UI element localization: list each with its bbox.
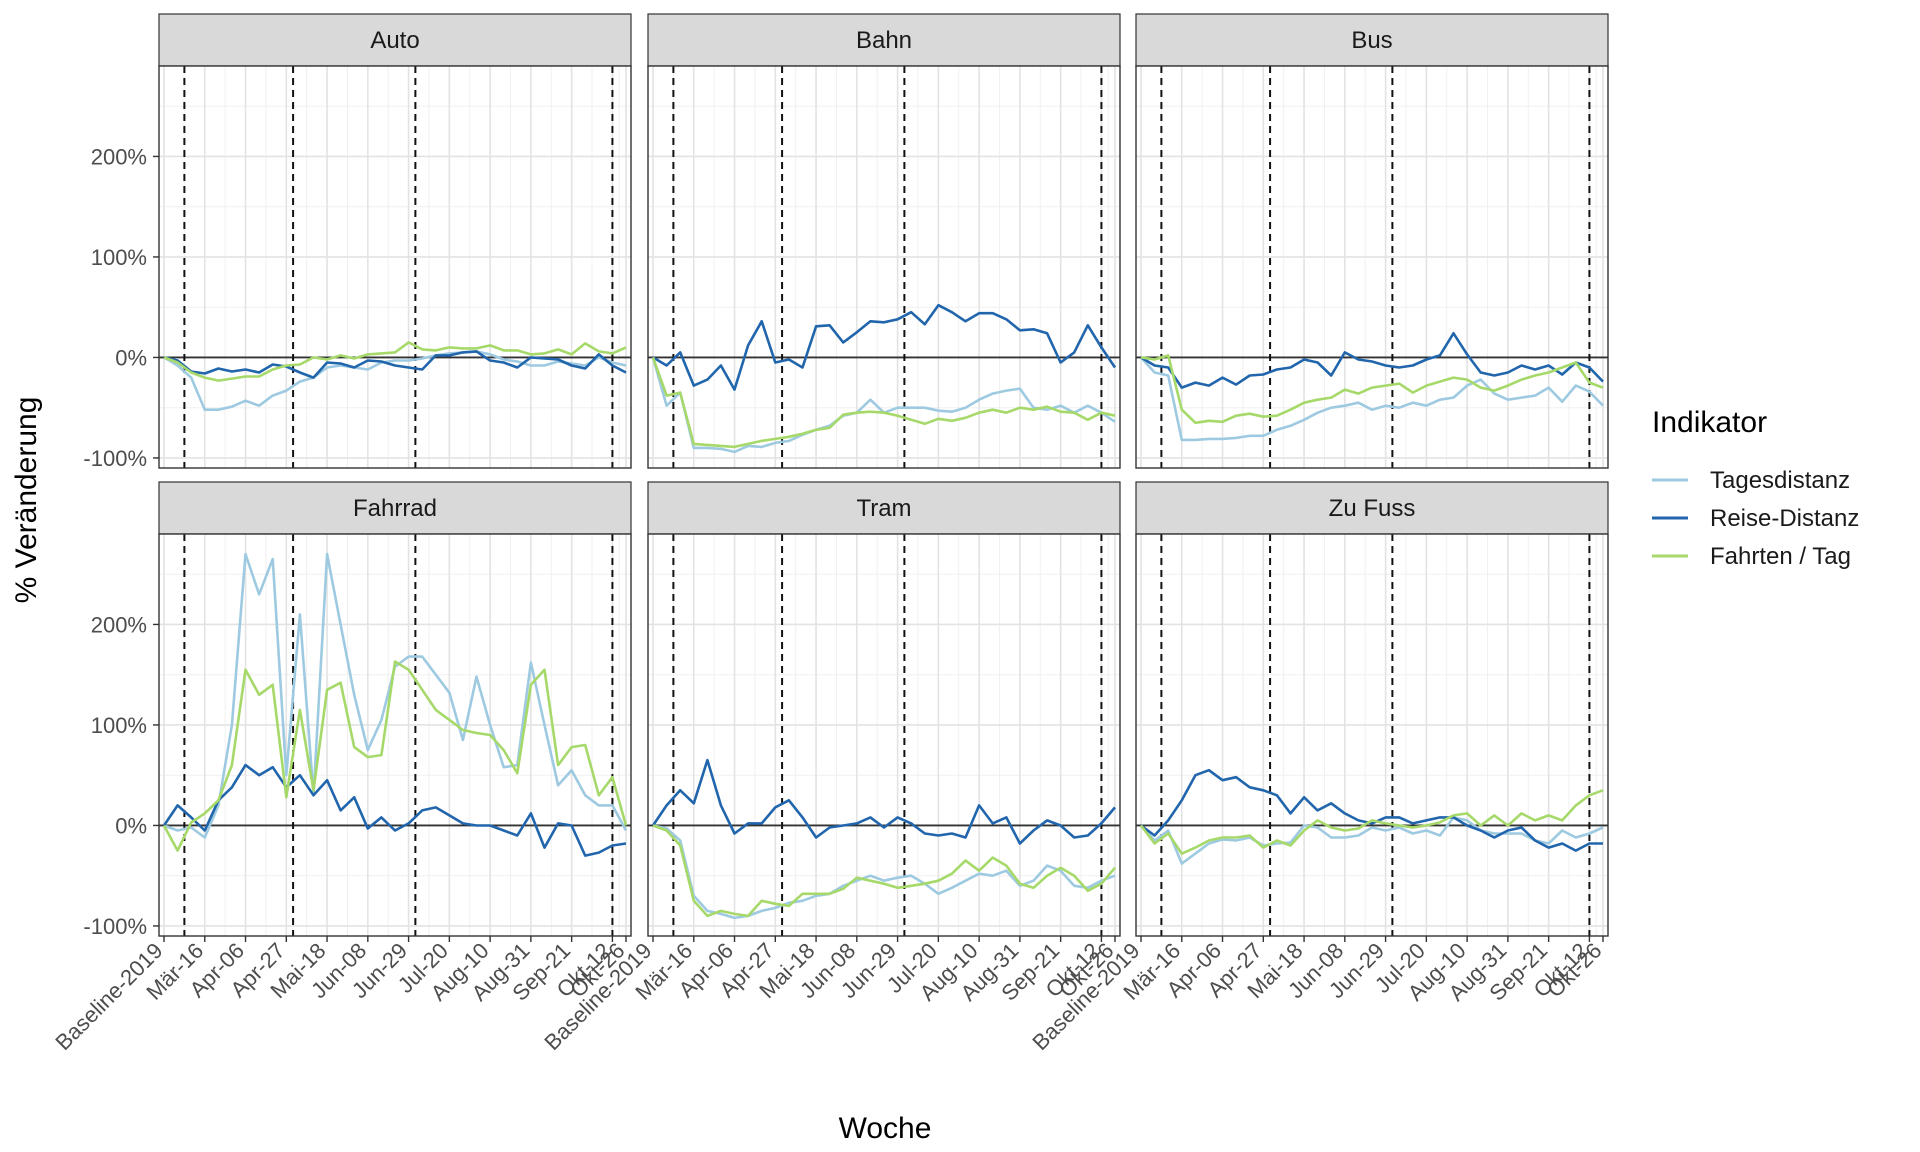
strip-label: Auto — [370, 27, 419, 54]
legend-label: Fahrten / Tag — [1710, 543, 1851, 570]
strip-background — [647, 481, 1121, 535]
series-line-fahrten-tag — [651, 356, 1116, 449]
y-tick-label: 200% — [91, 612, 147, 637]
x-axis-title: Woche — [839, 1112, 932, 1145]
strip-background — [647, 13, 1121, 67]
series-line-fahrten-tag — [652, 824, 1116, 918]
panel-tram: Tram — [647, 481, 1121, 937]
legend-label: Tagesdistanz — [1710, 467, 1850, 494]
series-line-fahrten-tag — [1140, 354, 1604, 425]
plot-background — [159, 534, 631, 936]
plot-background — [1136, 534, 1608, 936]
y-axis-labels: -100% 0% 100% 200% -100% 0% 100% 200% — [83, 144, 159, 939]
strip-background — [158, 481, 632, 535]
panel-bahn: Bahn — [647, 13, 1121, 469]
strip-label: Bus — [1351, 27, 1392, 54]
y-tick-label: 0% — [115, 345, 147, 370]
series-line-fahrten-tag — [1139, 789, 1604, 855]
plot-background — [648, 66, 1120, 468]
series-line-fahrten-tag — [162, 660, 628, 852]
series-line-reise-distanz — [651, 758, 1116, 845]
panels-group: Auto Bahn Bus Fahrrad Tram Zu Fuss — [158, 13, 1609, 937]
series-line-tagesdistanz — [1140, 356, 1604, 442]
series-line-tagesdistanz — [652, 824, 1116, 920]
panel-zu-fuss: Zu Fuss — [1135, 481, 1609, 937]
panel-border — [158, 533, 632, 937]
strip-label: Tram — [856, 495, 911, 522]
y-tick-label: -100% — [83, 914, 147, 939]
y-tick-label: 0% — [115, 813, 147, 838]
series-line-tagesdistanz — [1140, 816, 1604, 865]
y-tick-label: 100% — [91, 713, 147, 738]
legend-label: Reise-Distanz — [1710, 505, 1859, 532]
y-axis-title: % Veränderung — [10, 397, 43, 604]
series-line-reise-distanz — [652, 303, 1117, 391]
series-line-fahrten-tag — [163, 341, 627, 382]
series-line-reise-distanz — [162, 763, 627, 857]
x-axis-labels: Baseline-2019Mär-16Apr-06Apr-27Mai-18Jun… — [50, 936, 1607, 1055]
strip-background — [1135, 13, 1609, 67]
y-tick-label: 200% — [91, 144, 147, 169]
panel-border — [647, 65, 1121, 469]
panel-border — [158, 65, 632, 469]
series-line-tagesdistanz — [163, 350, 627, 412]
panel-fahrrad: Fahrrad — [158, 481, 632, 937]
series-line-reise-distanz — [1140, 331, 1604, 389]
legend: Indikator Tagesdistanz Reise-Distanz Fahrt… — [1652, 406, 1859, 570]
panel-auto: Auto — [158, 13, 632, 469]
strip-label: Bahn — [856, 27, 912, 54]
strip-background — [1135, 481, 1609, 535]
strip-label: Zu Fuss — [1329, 495, 1416, 522]
legend-title: Indikator — [1652, 406, 1767, 439]
y-tick-label: -100% — [83, 446, 147, 471]
series-line-reise-distanz — [1140, 768, 1603, 852]
panel-bus: Bus — [1135, 13, 1609, 469]
plot-background — [648, 534, 1120, 936]
strip-background — [158, 13, 632, 67]
plot-background — [1136, 66, 1608, 468]
y-tick-label: 100% — [91, 245, 147, 270]
series-line-reise-distanz — [163, 350, 627, 379]
panel-border — [1135, 533, 1609, 937]
strip-label: Fahrrad — [353, 495, 437, 522]
panel-border — [647, 533, 1121, 937]
plot-background — [159, 66, 631, 468]
panel-border — [1135, 65, 1609, 469]
